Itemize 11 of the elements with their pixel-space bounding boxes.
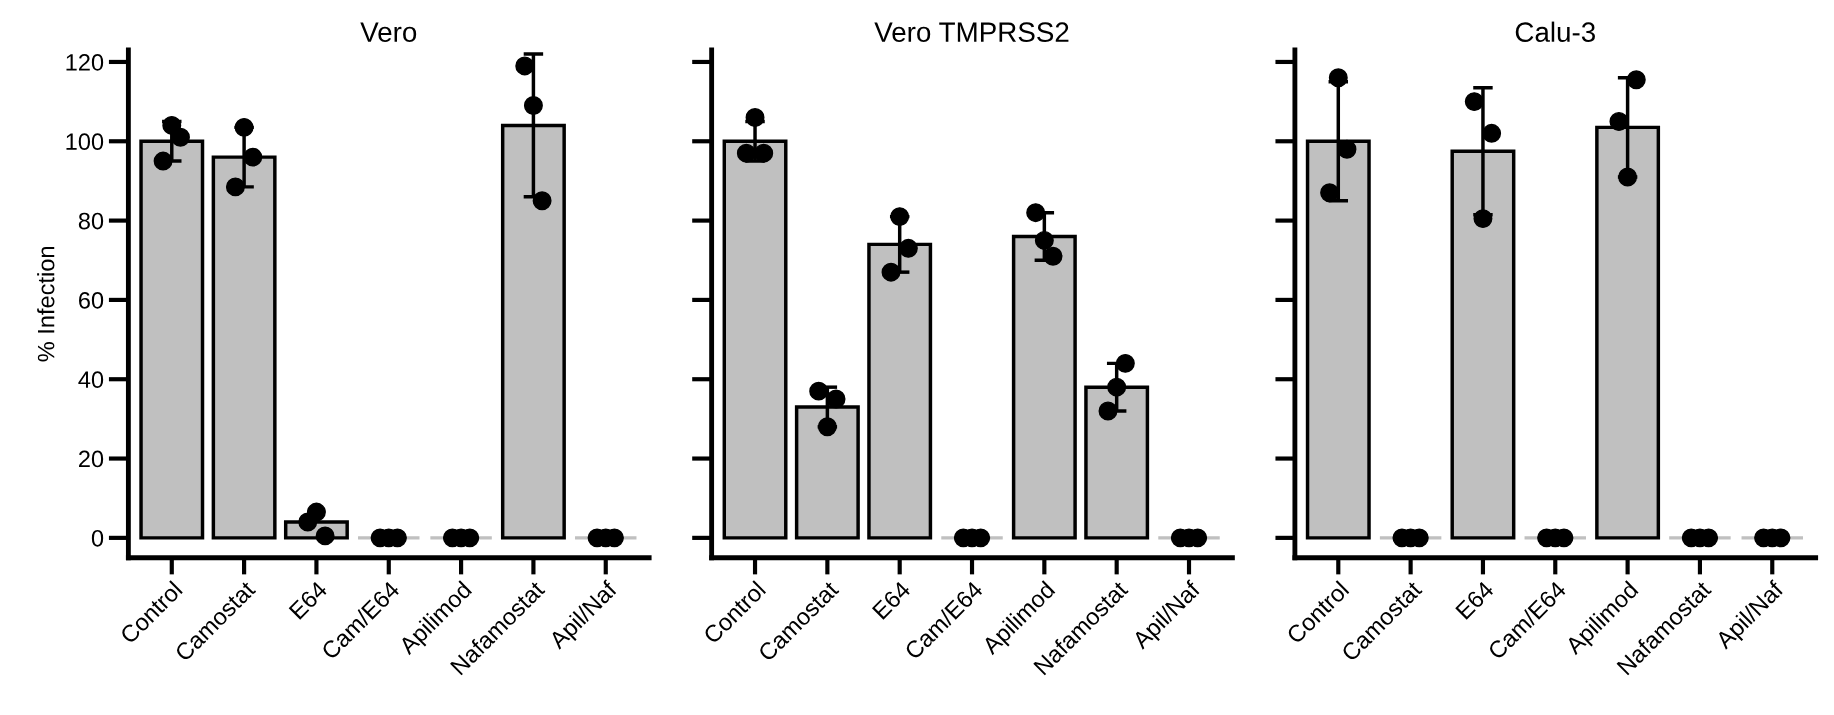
y-axis-title: % Infection bbox=[37, 247, 55, 362]
y-tick-label: 20 bbox=[79, 450, 104, 468]
y-tick-label: 80 bbox=[78, 212, 104, 230]
y-tick-label: 40 bbox=[78, 371, 104, 389]
y-tick-label: 0 bbox=[91, 529, 104, 547]
chart-title: Vero bbox=[360, 22, 417, 42]
y-tick-label: 120 bbox=[66, 54, 104, 71]
chart-title: Vero TMPRSS2 bbox=[874, 22, 1069, 42]
y-tick-label: 100 bbox=[66, 133, 104, 151]
y-tick-label: 60 bbox=[79, 291, 104, 309]
chart-title: Calu-3 bbox=[1515, 21, 1595, 42]
